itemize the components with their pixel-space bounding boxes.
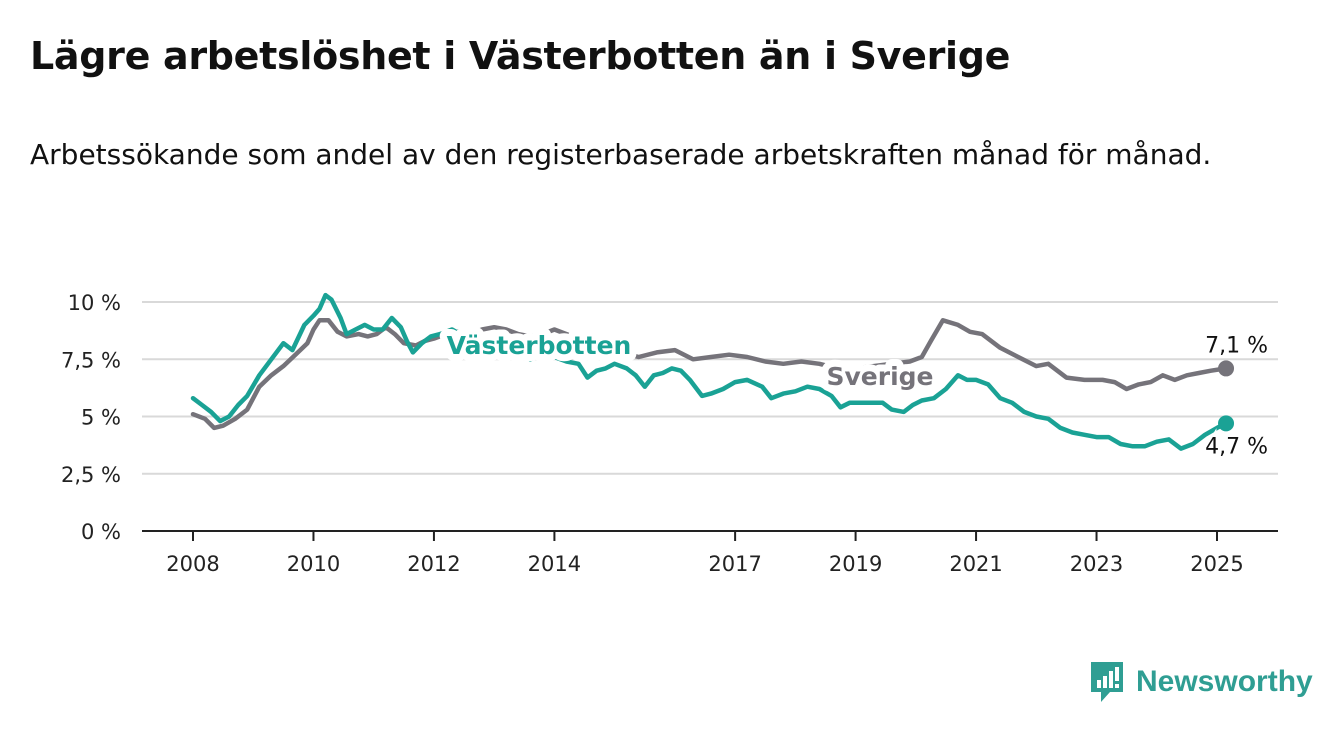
y-tick-label: 7,5 %	[61, 348, 121, 372]
series-name-label-sverige: Sverige	[826, 362, 933, 391]
y-tick-label: 10 %	[68, 291, 121, 315]
series-name-label-v-sterbotten: Västerbotten	[447, 331, 632, 360]
newsworthy-logo: Newsworthy	[1088, 660, 1313, 704]
line-chart: 0 % 2,5 % 5 % 7,5 % 10 % 2008 2010 2012 2014 201…	[61, 291, 1278, 576]
brand-name: Newsworthy	[1136, 665, 1313, 698]
x-tick-label: 2023	[1070, 552, 1123, 576]
y-axis-ticks: 0 % 2,5 % 5 % 7,5 % 10 %	[61, 291, 121, 544]
end-value-label-v-sterbotten: 4,7 %	[1205, 434, 1268, 459]
x-tick-label: 2014	[528, 552, 581, 576]
x-axis-ticks: 2008 2010 2012 2014 2017 2019 2021 2023 2025	[166, 531, 1244, 576]
x-tick-label: 2019	[829, 552, 882, 576]
y-tick-label: 0 %	[81, 520, 121, 544]
x-tick-label: 2025	[1190, 552, 1243, 576]
chart-title: Lägre arbetslöshet i Västerbotten än i S…	[30, 34, 1011, 78]
series-labels: 7,1 % 4,7 % Västerbotten Sverige	[440, 324, 1271, 462]
endpoint-marker-sverige	[1218, 360, 1235, 377]
x-tick-label: 2012	[407, 552, 460, 576]
bar-chart-logo-icon	[1091, 662, 1123, 702]
x-tick-label: 2021	[949, 552, 1002, 576]
y-tick-label: 2,5 %	[61, 463, 121, 487]
series-line-v-sterbotten	[190, 292, 1229, 451]
y-tick-label: 5 %	[81, 406, 121, 430]
series-line-sverige	[190, 318, 1229, 431]
end-value-label-sverige: 7,1 %	[1205, 333, 1268, 358]
x-tick-label: 2008	[166, 552, 219, 576]
x-tick-label: 2010	[287, 552, 340, 576]
chart-subtitle: Arbetssökande som andel av den registerb…	[30, 138, 1212, 171]
series-lines	[190, 292, 1235, 451]
x-tick-label: 2017	[708, 552, 761, 576]
endpoint-marker-v-sterbotten	[1218, 415, 1235, 432]
